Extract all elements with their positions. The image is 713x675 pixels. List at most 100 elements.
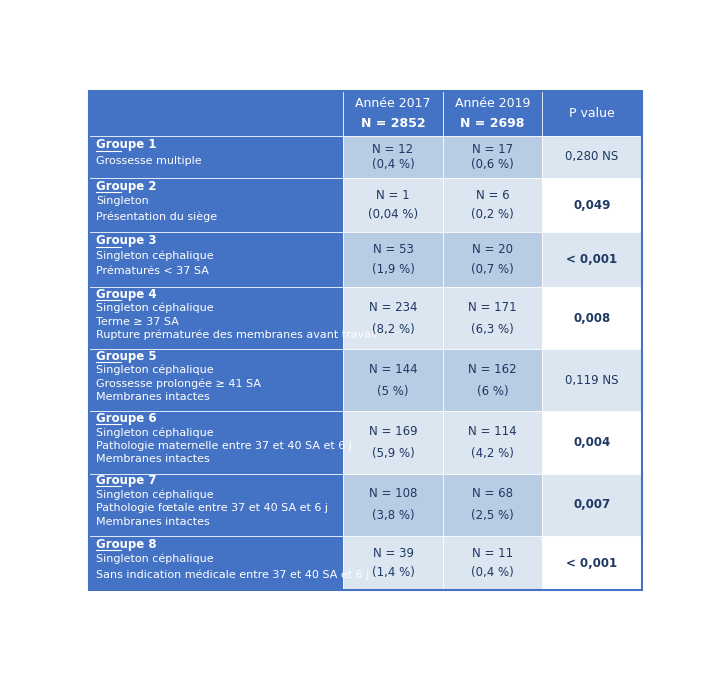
Text: Pathologie maternelle entre 37 et 40 SA et 6 j: Pathologie maternelle entre 37 et 40 SA … — [96, 441, 352, 451]
Bar — [344, 136, 443, 178]
Text: Présentation du siège: Présentation du siège — [96, 211, 217, 222]
Bar — [443, 474, 543, 536]
Text: Groupe 6: Groupe 6 — [96, 412, 156, 425]
Text: < 0,001: < 0,001 — [566, 253, 617, 267]
Bar — [443, 232, 543, 287]
Bar — [542, 136, 642, 178]
Bar — [542, 536, 642, 591]
Bar — [542, 412, 642, 474]
Text: N = 169: N = 169 — [369, 425, 417, 438]
Text: N = 68: N = 68 — [472, 487, 513, 500]
Bar — [542, 178, 642, 232]
Bar — [89, 536, 344, 591]
Text: 0,119 NS: 0,119 NS — [565, 374, 619, 387]
Bar — [89, 232, 344, 287]
Bar — [542, 91, 642, 136]
Text: N = 20: N = 20 — [472, 244, 513, 256]
Text: N = 17: N = 17 — [472, 142, 513, 156]
Bar — [542, 287, 642, 349]
Text: Sans indication médicale entre 37 et 40 SA et 6 j: Sans indication médicale entre 37 et 40 … — [96, 569, 369, 580]
Text: (3,8 %): (3,8 %) — [371, 510, 414, 522]
Bar — [443, 178, 543, 232]
Bar — [344, 474, 443, 536]
Bar — [443, 91, 543, 136]
Text: (1,4 %): (1,4 %) — [371, 566, 414, 579]
Bar — [443, 287, 543, 349]
Text: Année 2017: Année 2017 — [355, 97, 431, 110]
Text: 0,007: 0,007 — [573, 498, 610, 511]
Bar — [542, 474, 642, 536]
Text: Singleton céphalique: Singleton céphalique — [96, 427, 213, 437]
Text: N = 11: N = 11 — [472, 547, 513, 560]
Text: N = 144: N = 144 — [369, 362, 417, 376]
Bar — [89, 349, 344, 412]
Text: 0,008: 0,008 — [573, 312, 610, 325]
Text: (0,2 %): (0,2 %) — [471, 209, 514, 221]
Text: < 0,001: < 0,001 — [566, 556, 617, 570]
Text: Singleton céphalique: Singleton céphalique — [96, 251, 213, 261]
Text: Groupe 2: Groupe 2 — [96, 180, 156, 192]
Text: (5,9 %): (5,9 %) — [371, 447, 414, 460]
Text: Groupe 7: Groupe 7 — [96, 475, 156, 487]
Bar — [89, 136, 344, 178]
Text: (0,6 %): (0,6 %) — [471, 158, 514, 171]
Text: Terme ≥ 37 SA: Terme ≥ 37 SA — [96, 317, 179, 327]
Text: Singleton: Singleton — [96, 196, 148, 207]
Text: Singleton céphalique: Singleton céphalique — [96, 489, 213, 500]
Bar — [89, 412, 344, 474]
Text: (2,5 %): (2,5 %) — [471, 510, 514, 522]
Text: Membranes intactes: Membranes intactes — [96, 392, 210, 402]
Text: N = 39: N = 39 — [372, 547, 414, 560]
Text: (1,9 %): (1,9 %) — [371, 263, 414, 276]
Bar — [89, 287, 344, 349]
Bar — [89, 91, 344, 136]
Text: N = 234: N = 234 — [369, 300, 417, 314]
Text: (8,2 %): (8,2 %) — [371, 323, 414, 336]
Text: Rupture prématurée des membranes avant travail: Rupture prématurée des membranes avant t… — [96, 330, 377, 340]
Text: N = 12: N = 12 — [372, 142, 414, 156]
Bar — [89, 178, 344, 232]
Text: (0,4 %): (0,4 %) — [371, 158, 414, 171]
Text: Année 2019: Année 2019 — [455, 97, 530, 110]
Text: Grossesse multiple: Grossesse multiple — [96, 156, 201, 166]
Bar — [443, 136, 543, 178]
Text: N = 171: N = 171 — [468, 300, 517, 314]
Text: Prématurés < 37 SA: Prématurés < 37 SA — [96, 266, 209, 276]
Text: N = 162: N = 162 — [468, 362, 517, 376]
Text: Singleton céphalique: Singleton céphalique — [96, 303, 213, 313]
Text: N = 53: N = 53 — [373, 244, 414, 256]
Bar — [344, 232, 443, 287]
Text: (6 %): (6 %) — [477, 385, 508, 398]
Text: Membranes intactes: Membranes intactes — [96, 454, 210, 464]
Bar — [542, 232, 642, 287]
Text: N = 6: N = 6 — [476, 189, 509, 202]
Text: (0,04 %): (0,04 %) — [368, 209, 418, 221]
Bar — [542, 349, 642, 412]
Text: Singleton céphalique: Singleton céphalique — [96, 365, 213, 375]
Text: (0,7 %): (0,7 %) — [471, 263, 514, 276]
Text: N = 108: N = 108 — [369, 487, 417, 500]
Text: Grossesse prolongée ≥ 41 SA: Grossesse prolongée ≥ 41 SA — [96, 379, 261, 389]
Text: (0,4 %): (0,4 %) — [471, 566, 514, 579]
Bar — [443, 412, 543, 474]
Bar — [344, 91, 443, 136]
Bar — [443, 536, 543, 591]
Text: N = 114: N = 114 — [468, 425, 517, 438]
Text: 0,049: 0,049 — [573, 198, 610, 212]
Text: Groupe 4: Groupe 4 — [96, 288, 156, 301]
Text: Pathologie fœtale entre 37 et 40 SA et 6 j: Pathologie fœtale entre 37 et 40 SA et 6… — [96, 503, 328, 513]
Bar — [344, 536, 443, 591]
Bar — [344, 412, 443, 474]
Text: Groupe 5: Groupe 5 — [96, 350, 156, 363]
Bar — [344, 349, 443, 412]
Text: 0,280 NS: 0,280 NS — [565, 151, 619, 163]
Text: N = 2852: N = 2852 — [361, 117, 426, 130]
Bar — [344, 287, 443, 349]
Text: Groupe 3: Groupe 3 — [96, 234, 156, 247]
Text: N = 2698: N = 2698 — [461, 117, 525, 130]
Text: N = 1: N = 1 — [376, 189, 410, 202]
Text: (4,2 %): (4,2 %) — [471, 447, 514, 460]
Text: Groupe 1: Groupe 1 — [96, 138, 156, 151]
Bar — [344, 178, 443, 232]
Text: (6,3 %): (6,3 %) — [471, 323, 514, 336]
